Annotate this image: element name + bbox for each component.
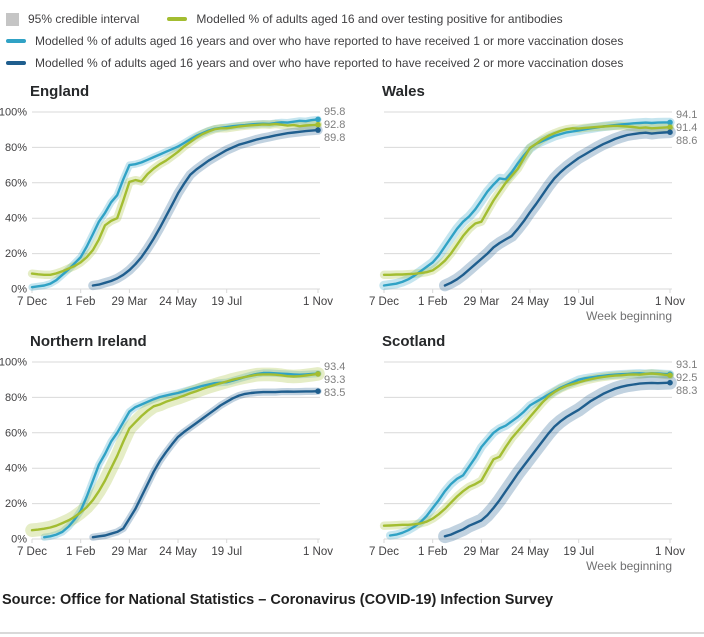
legend-label-dose1: Modelled % of adults aged 16 years and o…: [35, 34, 624, 48]
svg-text:94.1: 94.1: [676, 109, 697, 121]
svg-text:93.4: 93.4: [324, 361, 345, 373]
legend-row-1: 95% credible interval Modelled % of adul…: [6, 8, 704, 30]
credible-interval-swatch: [6, 12, 19, 26]
wales-chart: 7 Dec 1 Feb 29 Mar 24 May 19 Jul 1 Nov 94.191.…: [369, 109, 697, 308]
svg-text:24 May: 24 May: [159, 296, 197, 308]
x-axis-label-wales: Week beginning: [586, 309, 672, 323]
svg-text:80%: 80%: [5, 392, 27, 404]
svg-text:40%: 40%: [5, 463, 27, 475]
svg-text:19 Jul: 19 Jul: [211, 296, 242, 308]
chart-legend: 95% credible interval Modelled % of adul…: [0, 0, 704, 76]
svg-text:1 Nov: 1 Nov: [303, 296, 333, 308]
legend-label-credible-interval: 95% credible interval: [28, 12, 140, 26]
scotland-chart: 7 Dec 1 Feb 29 Mar 24 May 19 Jul 1 Nov 93.192.…: [369, 359, 697, 558]
svg-text:29 Mar: 29 Mar: [112, 546, 148, 558]
svg-text:91.4: 91.4: [676, 122, 697, 134]
svg-text:93.3: 93.3: [324, 374, 345, 386]
svg-text:29 Mar: 29 Mar: [464, 546, 500, 558]
svg-text:88.3: 88.3: [676, 385, 697, 397]
svg-text:80%: 80%: [5, 142, 27, 154]
svg-text:60%: 60%: [5, 177, 27, 189]
svg-text:100%: 100%: [0, 357, 27, 369]
legend-label-antibodies: Modelled % of adults aged 16 and over te…: [196, 12, 563, 26]
source-caption: Source: Office for National Statistics –…: [2, 592, 554, 608]
chart-title-england: England: [30, 83, 90, 100]
charts-grid: England 0% 20% 40% 60% 80% 100% 7 Dec 1 Feb 29 M…: [0, 76, 704, 576]
x-axis-label-scotland: Week beginning: [586, 559, 672, 573]
svg-text:1 Feb: 1 Feb: [418, 296, 447, 308]
chart-title-wales: Wales: [382, 83, 425, 100]
northern-ireland-chart: 0% 20% 40% 60% 80% 100% 7 Dec 1 Feb 29 Mar 24 May…: [0, 357, 345, 559]
svg-text:7 Dec: 7 Dec: [369, 546, 399, 558]
bottom-divider: [0, 632, 704, 634]
svg-text:100%: 100%: [0, 107, 27, 119]
svg-text:1 Feb: 1 Feb: [66, 296, 95, 308]
dose1-line-swatch: [6, 39, 26, 43]
svg-text:29 Mar: 29 Mar: [464, 296, 500, 308]
svg-text:0%: 0%: [11, 534, 27, 546]
svg-text:95.8: 95.8: [324, 106, 345, 118]
chart-title-scotland: Scotland: [382, 333, 446, 350]
legend-row-2: Modelled % of adults aged 16 years and o…: [6, 30, 704, 52]
svg-text:19 Jul: 19 Jul: [211, 546, 242, 558]
svg-text:24 May: 24 May: [159, 546, 197, 558]
svg-text:93.1: 93.1: [676, 359, 697, 371]
svg-text:1 Nov: 1 Nov: [655, 296, 685, 308]
svg-text:24 May: 24 May: [511, 546, 549, 558]
svg-text:7 Dec: 7 Dec: [369, 296, 399, 308]
svg-text:7 Dec: 7 Dec: [17, 546, 47, 558]
svg-text:89.8: 89.8: [324, 132, 345, 144]
svg-text:1 Feb: 1 Feb: [418, 546, 447, 558]
svg-text:40%: 40%: [5, 213, 27, 225]
svg-text:83.5: 83.5: [324, 387, 345, 399]
svg-text:20%: 20%: [5, 248, 27, 260]
dose2-line-swatch: [6, 61, 26, 65]
svg-text:24 May: 24 May: [511, 296, 549, 308]
svg-text:20%: 20%: [5, 498, 27, 510]
legend-label-dose2: Modelled % of adults aged 16 years and o…: [35, 56, 624, 70]
chart-cell-wales: Wales 7 Dec 1 Feb 29 Mar 24 May 19 Jul 1 Nov 9…: [352, 76, 704, 326]
svg-text:92.8: 92.8: [324, 119, 345, 131]
svg-text:7 Dec: 7 Dec: [17, 296, 47, 308]
svg-text:1 Nov: 1 Nov: [303, 546, 333, 558]
chart-title-northern-ireland: Northern Ireland: [30, 333, 147, 350]
svg-text:29 Mar: 29 Mar: [112, 296, 148, 308]
svg-text:0%: 0%: [11, 284, 27, 296]
svg-text:88.6: 88.6: [676, 135, 697, 147]
chart-cell-northern-ireland: Northern Ireland 0% 20% 40% 60% 80% 100% 7 Dec…: [0, 326, 352, 576]
chart-cell-england: England 0% 20% 40% 60% 80% 100% 7 Dec 1 Feb 29 M…: [0, 76, 352, 326]
svg-text:1 Feb: 1 Feb: [66, 546, 95, 558]
svg-text:19 Jul: 19 Jul: [563, 546, 594, 558]
svg-text:19 Jul: 19 Jul: [563, 296, 594, 308]
legend-row-3: Modelled % of adults aged 16 years and o…: [6, 52, 704, 74]
antibodies-line-swatch: [167, 17, 188, 21]
svg-text:1 Nov: 1 Nov: [655, 546, 685, 558]
england-chart: 0% 20% 40% 60% 80% 100% 7 Dec 1 Feb 29 Mar 24 May…: [0, 106, 345, 308]
svg-text:92.5: 92.5: [676, 372, 697, 384]
chart-cell-scotland: Scotland 7 Dec 1 Feb 29 Mar 24 May 19 Jul 1 N…: [352, 326, 704, 576]
svg-text:60%: 60%: [5, 427, 27, 439]
